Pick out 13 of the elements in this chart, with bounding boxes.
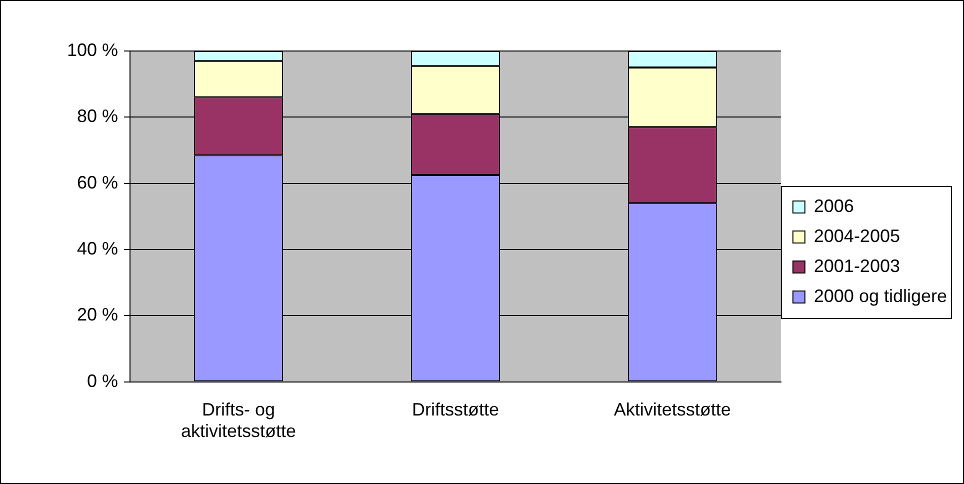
y-tick-label: 100 % [66,40,118,60]
legend-label: 2000 og tidligere [814,286,948,306]
legend-label: 2001-2003 [814,256,900,276]
y-tick-label: 20 % [77,304,118,325]
legend-label: 2006 [814,196,854,216]
y-tick-label: 80 % [77,106,118,126]
y-tick-label: 40 % [77,238,118,258]
x-tick-label: Driftsstøtte [412,400,499,420]
x-tick-label: Drifts- og aktivitetsstøtte [181,400,296,442]
x-tick-label: Aktivitetsstøtte [614,400,731,420]
legend-label: 2004-2005 [814,226,900,246]
y-tick-label: 60 % [77,172,118,192]
y-tick-label: 0 % [87,370,118,391]
